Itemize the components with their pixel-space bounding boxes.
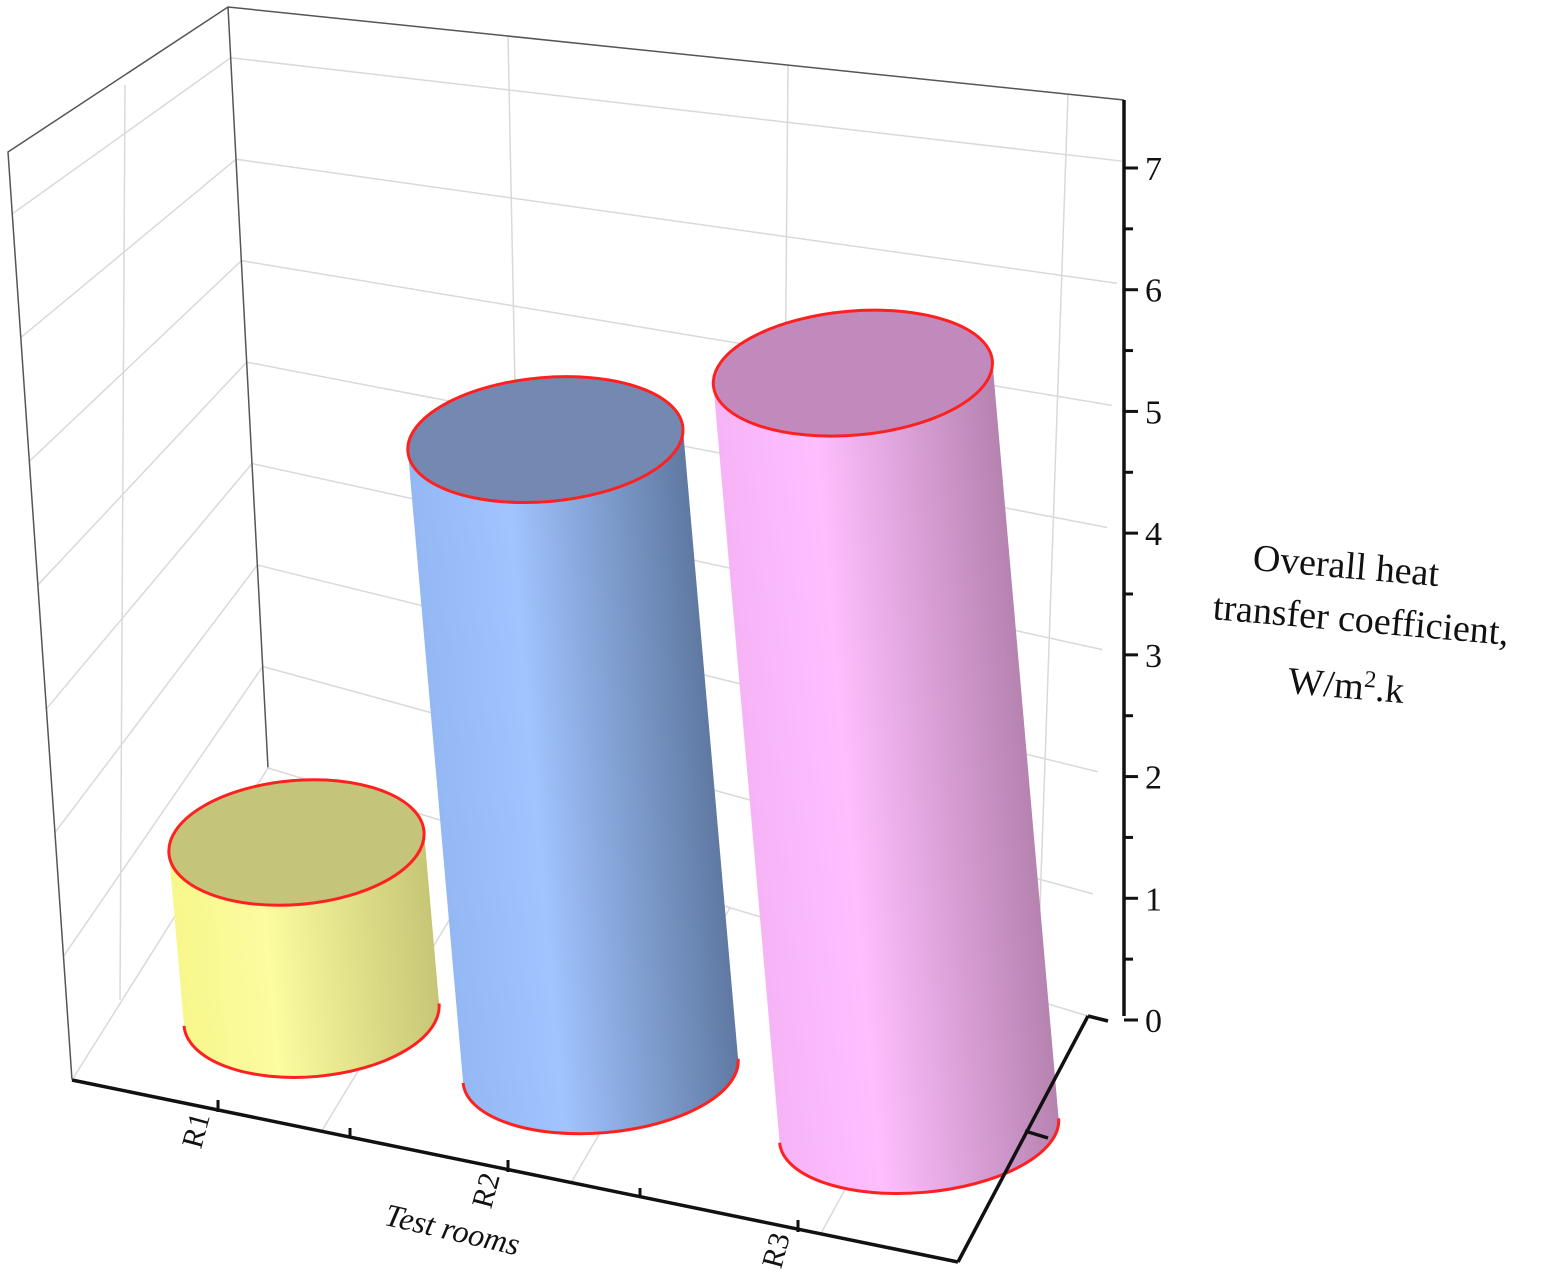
- depth-axis-tick: [1087, 1014, 1109, 1023]
- depth-axis-line: [956, 1015, 1090, 1263]
- frame-top-edges: [7, 6, 1125, 1081]
- y-tick-label: 2: [1145, 760, 1162, 797]
- y-tick-label: 5: [1145, 394, 1162, 431]
- y-tick-label: 6: [1145, 273, 1162, 310]
- back-grid-line: [1036, 94, 1069, 1001]
- depth-axis-tick: [1024, 1129, 1049, 1140]
- left-grid-line: [54, 564, 258, 833]
- left-grid-line: [62, 666, 264, 957]
- y-axis-title-line-1: Overall heat: [1251, 537, 1441, 595]
- bar-base-outline-R1: [182, 1003, 441, 1079]
- left-grid-line: [20, 158, 237, 339]
- y-axis-title: Overall heat transfer coefficient, W/m2.…: [1211, 537, 1510, 712]
- x-axis-title: Test rooms: [382, 1196, 524, 1262]
- bar-top-R1: [167, 778, 426, 907]
- bar-top-R3: [711, 308, 994, 438]
- left-grid-line: [11, 57, 232, 215]
- left-grid-line: [119, 84, 126, 1001]
- left-grid-line: [28, 260, 242, 462]
- left-grid-line: [45, 463, 253, 710]
- bar-top-R2: [406, 375, 685, 505]
- y-axis-tick-labels: 0 1 2 3 4 5 6 7: [1145, 151, 1162, 1040]
- x-axis-line: [71, 1078, 959, 1264]
- x-category-label: R1: [176, 1109, 217, 1151]
- x-category-label: R3: [756, 1229, 797, 1271]
- bars-layer: [167, 308, 1061, 1195]
- x-category-label: R2: [466, 1169, 507, 1211]
- y-axis-title-line-3: W/m2.k: [1286, 660, 1406, 712]
- y-tick-label: 3: [1145, 638, 1162, 675]
- bar-body-R2: [407, 427, 739, 1134]
- back-grid-line: [235, 158, 1117, 284]
- y-axis-title-unit: W/m: [1286, 660, 1365, 708]
- y-tick-label: 7: [1145, 151, 1162, 188]
- y-axis-title-unit-suffix: .k: [1374, 668, 1406, 712]
- bar-R2: [406, 375, 740, 1136]
- back-grid-line: [230, 56, 1122, 162]
- y-axis-title-line-2: transfer coefficient,: [1211, 586, 1510, 654]
- bar-R1: [167, 778, 441, 1079]
- y-tick-label: 0: [1145, 1003, 1162, 1040]
- frame-back-left-edge: [227, 6, 269, 769]
- bar-base-outline-R2: [461, 1058, 740, 1136]
- y-tick-label: 4: [1145, 516, 1162, 553]
- y-axis-title-exponent: 2: [1363, 667, 1377, 694]
- bar-R3: [711, 308, 1061, 1195]
- bar-base-outline-R3: [778, 1118, 1061, 1195]
- y-tick-label: 1: [1145, 881, 1162, 918]
- bar-body-R3: [713, 360, 1059, 1194]
- left-grid-line: [37, 361, 248, 586]
- left-wall-grid: [11, 57, 962, 1235]
- axes-layer: [71, 100, 1138, 1264]
